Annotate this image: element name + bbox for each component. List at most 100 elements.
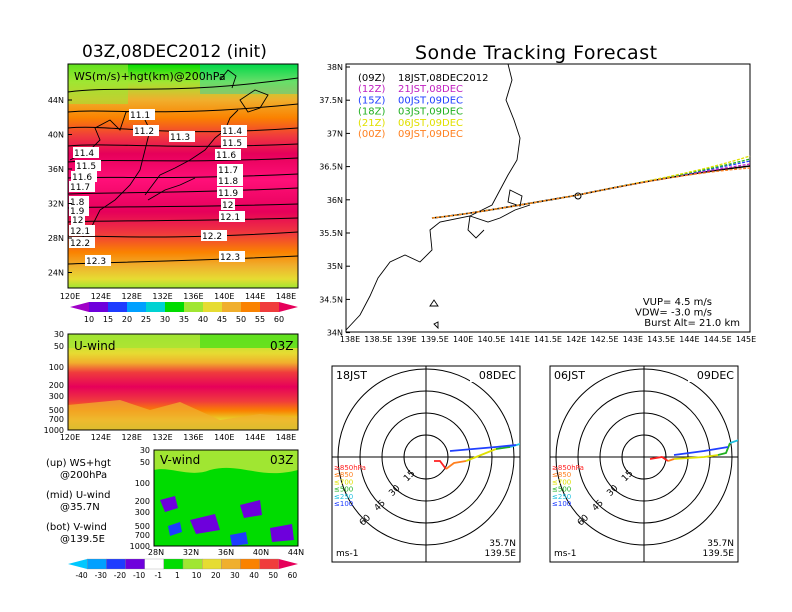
ws-lon-tick: 136E [183,292,203,301]
hodograph-lon: 139.5E [485,549,517,559]
height-label: 11.6 [216,151,236,161]
height-label: 11.8 [218,177,238,187]
u-lon-tick: 140E [214,433,234,442]
track-lon-tick: 142E [566,335,586,344]
hodograph-lon: 139.5E [703,549,735,559]
ws-colorbar-tick: 25 [141,315,151,324]
u-lon-tick: 144E [245,433,265,442]
u-pressure-tick: 300 [49,392,64,401]
ws-lon-tick: 132E [152,292,172,301]
u-wind-time: 03Z [270,339,294,353]
height-label-box [69,225,95,236]
track-legend: (09Z) 18JST,08DEC2012 (12Z) 21JST,08DEC (15Z… [358,73,488,140]
v-colorbar-tick: -20 [114,571,126,580]
height-label: 11.9 [218,189,238,199]
ws-lat-tick: 36N [48,165,64,174]
ws-colorbar-seg [222,302,241,312]
ws-colorbar-tick: 50 [236,315,246,324]
v-colorbar-tick: 50 [268,571,278,580]
height-label: 11.7 [70,183,90,193]
height-label: 12.1 [220,213,240,223]
hodograph-legend-item: ≤250 [334,493,353,501]
v-lat-tick: 40N [253,548,269,557]
track-lon-tick: 138.5E [364,335,392,344]
v-colorbar-seg [278,559,298,569]
ws-lon-tick: 148E [276,292,296,301]
height-label-box [71,171,97,182]
ws-colorbar-tick: 20 [122,315,132,324]
height-label: 12 [72,216,83,226]
u-lon-tick: 128E [122,433,142,442]
track-lon-tick: 141E [510,335,530,344]
hodograph-trace [434,460,447,470]
track-lon-tick: 138E [340,335,360,344]
height-label-box [69,205,89,216]
track-map-frame [345,63,751,333]
ws-colorbar-tick: 15 [103,315,113,324]
hodograph-legend-item: ≤700 [552,478,571,486]
height-label: 12 [222,201,233,211]
track-lat-tick: 37N [327,129,343,138]
legend-run: (21Z) [358,118,385,129]
height-label: 11.4 [74,149,94,159]
ws-lat-tick: 32N [48,200,64,209]
v-colorbar-seg [144,558,164,570]
track-lon-tick: 140.5E [477,335,505,344]
track-lon-tick: 144.5E [704,335,732,344]
u-pressure-tick: 1000 [44,426,64,435]
hodograph-legend-item: ≤850 [334,471,353,479]
height-label: 12.2 [202,232,222,242]
v-pressure-tick: 500 [135,522,150,531]
legend-run: (18Z) [358,107,385,118]
track-lat-tick: 35.5N [319,229,343,238]
note-up: (up) WS+hgt @200hPa [46,458,111,481]
legend-run: (15Z) [358,95,385,106]
track-lat-tick: 34N [327,329,343,338]
track-lon-tick: 144E [679,335,699,344]
ws-colorbar-tick: 30 [160,315,170,324]
u-lon-tick: 148E [276,433,296,442]
hodograph-lat: 35.7N [489,539,516,549]
ws-map-frame [67,63,299,289]
note-bot: (bot) V-wind @139.5E [46,522,107,545]
hodograph-legend-item: ≤250 [552,493,571,501]
v-lat-tick: 32N [183,548,199,557]
height-label: 11.2 [134,127,154,137]
burst-point-marker [574,192,582,200]
v-colorbar-tick: -10 [133,571,145,580]
u-pressure-tick: 30 [54,330,64,339]
hodograph-legend-item: ≤500 [552,486,571,494]
track-lat-tick: 34.5N [319,295,343,304]
ws-colorbar-seg [70,302,89,312]
height-label: 11.3 [170,133,190,143]
height-label-box [221,125,247,136]
v-colorbar-tick: 1 [175,571,180,580]
height-label-box [201,230,227,241]
ws-lon-tick: 124E [91,292,111,301]
height-label-box [219,211,245,222]
v-pressure-tick: 200 [135,497,150,506]
height-label: 12.2 [70,239,90,249]
v-colorbar-seg [221,558,241,570]
u-pressure-tick: 200 [49,381,64,390]
height-label: 12.1 [70,227,90,237]
hodograph-legend-item: ≤700 [334,478,353,486]
hodograph-trace [465,448,497,462]
v-colorbar-tick: 40 [249,571,259,580]
hodograph-legend-item: ≥850hPa [552,464,584,472]
hodograph-legend-item: ≤100 [334,500,353,508]
u-pressure-tick: 700 [49,415,64,424]
hodograph-unit: ms-1 [336,549,358,559]
u-lon-tick: 124E [91,433,111,442]
height-label-box [129,109,155,120]
track-lon-tick: 145E [736,335,756,344]
legend-time: 06JST,09DEC [398,118,463,129]
legend-run: (00Z) [358,129,385,140]
height-label-box [221,199,235,210]
hodograph-legend-item: ≤500 [334,486,353,494]
height-label: 12.3 [220,253,240,263]
